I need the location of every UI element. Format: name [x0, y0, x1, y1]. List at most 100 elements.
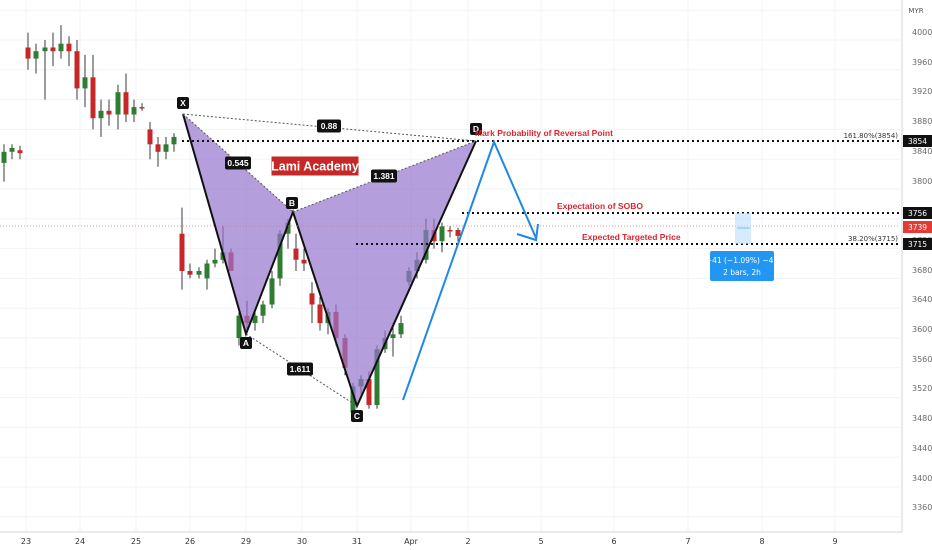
candle-body-up	[212, 259, 218, 264]
candle-body-down	[293, 248, 299, 260]
ratio-label-text: 1.381	[373, 171, 395, 181]
candle-body-down	[139, 107, 145, 109]
ratio-label: 1.381	[371, 169, 397, 183]
ratio-label-text: 1.611	[290, 364, 311, 374]
candle-body-up	[252, 315, 258, 324]
candle-body-down	[366, 379, 372, 406]
price-tag-3854-text: 3854	[908, 137, 927, 146]
candle-body-down	[106, 110, 112, 115]
measure-range	[735, 213, 751, 244]
price-tick-label: 4000	[912, 28, 932, 37]
candle-body-down	[309, 293, 315, 305]
candle	[204, 259, 210, 290]
candle	[58, 25, 64, 59]
measure-tooltip: −41 (−1.09%) −41 2 bars, 2h	[706, 251, 778, 281]
time-tick-label: 26	[185, 537, 195, 546]
price-tag-3756-text: 3756	[908, 209, 927, 218]
price-tick-label: 3440	[912, 444, 932, 453]
time-tick-label: 25	[131, 537, 141, 546]
fib-label-38: 38.20%(3715)	[848, 235, 898, 243]
candle-body-up	[42, 47, 48, 52]
candle	[115, 84, 121, 130]
candle-body-up	[131, 107, 137, 115]
candle-body-up	[390, 334, 396, 338]
candle-body-up	[163, 144, 169, 152]
price-tick-label: 3840	[912, 147, 932, 156]
candle	[163, 136, 169, 160]
price-tag-3854: 3854	[903, 135, 932, 147]
candle-body-up	[196, 271, 202, 275]
price-axis[interactable]: MYR 3360 3400 3440 3480 3520 3560 3600 3640 3680 3…	[901, 0, 932, 532]
candle-body-up	[58, 43, 64, 52]
candle-body-down	[187, 271, 193, 275]
candle-body-up	[82, 77, 88, 89]
candle-body-down	[447, 230, 453, 232]
candle	[301, 248, 307, 271]
candle	[398, 315, 404, 338]
candle	[179, 207, 185, 290]
candle	[390, 323, 396, 357]
brand-bg	[270, 155, 360, 177]
candle-body-down	[25, 47, 31, 59]
time-tick-label: 2	[465, 537, 470, 546]
price-tag-last: 3739	[903, 221, 932, 233]
candle	[82, 54, 88, 108]
candle	[1, 144, 7, 182]
candle	[187, 263, 193, 279]
point-label-x: X	[177, 97, 189, 109]
ratio-label-bg	[317, 119, 341, 133]
candle	[293, 233, 299, 271]
candle-body-down	[455, 230, 461, 236]
candle-body-up	[98, 110, 104, 119]
point-label-a: A	[240, 337, 252, 349]
overlay-annotations: Mark Probability of Reversal Point Expect…	[0, 128, 900, 401]
candle	[50, 32, 56, 67]
harmonic-pattern: X A B C D 0.545 1.381 1.611 0.88	[177, 97, 482, 422]
price-tick-label: 3560	[912, 355, 932, 364]
candle-body-up	[204, 263, 210, 279]
time-axis[interactable]: 23 24 25 26 29 30 31 Apr 2 5 6 7 8 9	[0, 531, 902, 546]
brand-label: Lami Academy	[270, 155, 360, 177]
triangle-bcd	[293, 141, 476, 406]
price-tick-label: 3400	[912, 474, 932, 483]
point-label-bg	[351, 410, 363, 422]
price-tick-label: 3880	[912, 117, 932, 126]
candle-body-down	[66, 43, 72, 52]
candle	[33, 43, 39, 74]
measure-line2: 2 bars, 2h	[723, 268, 761, 277]
candle-body-up	[33, 51, 39, 59]
time-tick-label: 24	[75, 537, 85, 546]
candle-body-up	[260, 304, 266, 316]
candle	[106, 99, 112, 126]
candle	[317, 297, 323, 331]
point-label-bg	[240, 337, 252, 349]
measure-tooltip-bg	[710, 251, 774, 281]
ratio-label-bg	[287, 362, 313, 376]
candle	[212, 248, 218, 268]
candle-body-down	[17, 150, 23, 154]
candle-body-up	[374, 349, 380, 406]
point-label-text: B	[289, 198, 295, 208]
price-tag-3715-bg	[903, 238, 932, 250]
candle	[171, 133, 177, 152]
time-tick-label: 7	[685, 537, 690, 546]
fib-label-161: 161.80%(3854)	[844, 132, 899, 140]
candle-body-up	[439, 226, 445, 242]
price-tick-label: 3680	[912, 266, 932, 275]
price-tag-3715: 3715	[903, 238, 932, 250]
point-label-b: B	[286, 197, 298, 209]
point-label-d: D	[470, 123, 482, 135]
projection-arrow-head	[516, 223, 539, 242]
price-tick-label: 3520	[912, 384, 932, 393]
ratio-label-bg	[225, 156, 251, 170]
ratio-label-text: 0.88	[321, 121, 338, 131]
candle	[260, 300, 266, 324]
candle	[42, 40, 48, 100]
candle-body-down	[123, 92, 129, 115]
price-tag-3756: 3756	[903, 207, 932, 219]
point-label-text: C	[354, 411, 360, 421]
price-tick-label: 3480	[912, 414, 932, 423]
